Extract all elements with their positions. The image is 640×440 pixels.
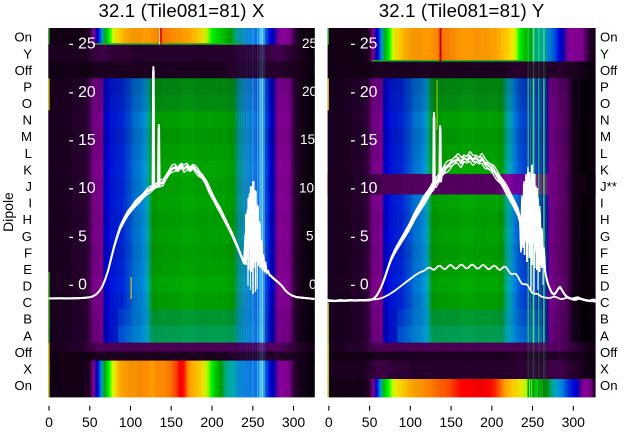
svg-text:J**: J** — [600, 179, 617, 194]
svg-text:O: O — [600, 96, 610, 111]
svg-text:0: 0 — [309, 277, 317, 292]
svg-text:On: On — [600, 30, 618, 45]
svg-text:M: M — [600, 129, 611, 144]
svg-text:M: M — [21, 129, 32, 144]
svg-text:- 20: - 20 — [350, 84, 377, 101]
svg-text:A: A — [600, 328, 609, 343]
svg-text:K: K — [600, 162, 609, 177]
svg-text:32.1 (Tile081=81) X: 32.1 (Tile081=81) X — [99, 0, 265, 21]
svg-text:D: D — [22, 279, 32, 294]
svg-text:100: 100 — [399, 414, 423, 430]
svg-text:- 0: - 0 — [350, 277, 369, 294]
svg-text:F: F — [600, 245, 608, 260]
svg-text:50: 50 — [362, 414, 378, 430]
svg-text:A: A — [23, 328, 32, 343]
svg-text:32.1 (Tile081=81) Y: 32.1 (Tile081=81) Y — [379, 0, 545, 21]
svg-text:- 15: - 15 — [350, 132, 377, 149]
svg-text:G: G — [600, 229, 610, 244]
svg-text:On: On — [14, 378, 32, 393]
svg-text:P: P — [23, 80, 32, 95]
svg-text:15: 15 — [300, 132, 315, 147]
svg-text:- 25: - 25 — [350, 36, 377, 53]
svg-text:E: E — [23, 262, 32, 277]
svg-text:Off: Off — [600, 345, 618, 360]
svg-text:X: X — [23, 362, 32, 377]
svg-text:- 20: - 20 — [69, 84, 96, 101]
svg-text:Off: Off — [15, 345, 33, 360]
svg-text:B: B — [23, 312, 32, 327]
svg-text:P: P — [600, 80, 609, 95]
svg-text:0: 0 — [45, 414, 53, 430]
svg-text:0: 0 — [325, 414, 333, 430]
svg-text:J: J — [25, 179, 32, 194]
svg-text:- 10: - 10 — [69, 180, 96, 197]
svg-text:On: On — [14, 30, 32, 45]
svg-text:50: 50 — [82, 414, 98, 430]
svg-text:Y: Y — [23, 46, 32, 61]
svg-text:N: N — [22, 113, 32, 128]
svg-text:100: 100 — [119, 414, 143, 430]
svg-text:I: I — [600, 196, 604, 211]
svg-text:- 5: - 5 — [350, 228, 369, 245]
svg-text:5: 5 — [306, 229, 314, 244]
svg-text:250: 250 — [521, 414, 545, 430]
svg-text:On: On — [600, 378, 618, 393]
svg-text:Off: Off — [15, 63, 33, 78]
svg-text:- 0: - 0 — [69, 277, 88, 294]
svg-text:G: G — [22, 229, 32, 244]
svg-text:Dipole: Dipole — [0, 192, 16, 232]
svg-text:Off: Off — [600, 63, 618, 78]
svg-text:K: K — [23, 162, 32, 177]
svg-text:B: B — [600, 312, 609, 327]
svg-text:250: 250 — [241, 414, 265, 430]
svg-text:150: 150 — [160, 414, 184, 430]
svg-text:D: D — [600, 279, 610, 294]
svg-text:H: H — [22, 212, 32, 227]
svg-text:- 5: - 5 — [69, 228, 88, 245]
svg-text:L: L — [25, 146, 32, 161]
svg-text:10: 10 — [299, 180, 314, 195]
svg-text:Y: Y — [600, 46, 609, 61]
svg-text:O: O — [22, 96, 32, 111]
svg-text:20: 20 — [302, 84, 317, 99]
svg-text:200: 200 — [480, 414, 504, 430]
svg-text:300: 300 — [562, 414, 586, 430]
svg-text:X: X — [600, 362, 609, 377]
svg-text:C: C — [600, 295, 610, 310]
svg-text:25: 25 — [302, 36, 317, 51]
svg-text:L: L — [600, 146, 607, 161]
svg-text:C: C — [22, 295, 32, 310]
svg-text:I: I — [28, 196, 32, 211]
svg-text:F: F — [24, 245, 32, 260]
svg-text:E: E — [600, 262, 609, 277]
svg-text:200: 200 — [200, 414, 224, 430]
svg-text:300: 300 — [282, 414, 306, 430]
svg-text:- 25: - 25 — [69, 36, 96, 53]
svg-text:H: H — [600, 212, 610, 227]
svg-text:- 10: - 10 — [350, 180, 377, 197]
svg-text:N: N — [600, 113, 610, 128]
svg-text:150: 150 — [439, 414, 463, 430]
svg-text:- 15: - 15 — [69, 132, 96, 149]
